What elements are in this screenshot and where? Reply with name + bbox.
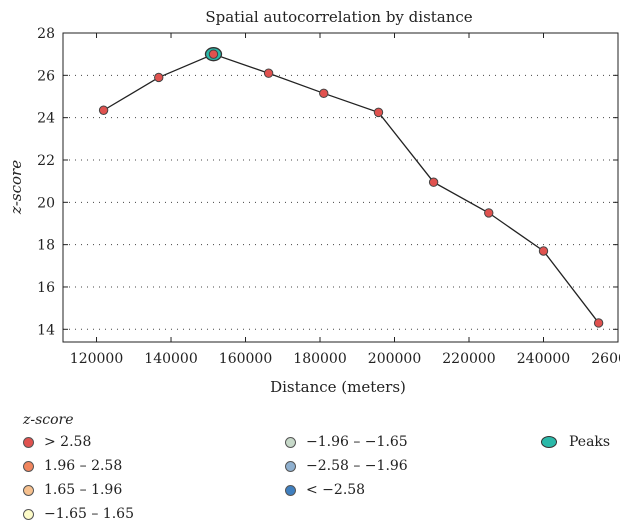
x-tick-label: 140000 bbox=[144, 351, 197, 367]
y-tick-label: 20 bbox=[37, 195, 55, 211]
data-point bbox=[98, 105, 109, 115]
data-point bbox=[428, 177, 439, 187]
x-tick-label: 180000 bbox=[293, 351, 346, 367]
plot-frame bbox=[62, 32, 619, 343]
y-axis: 14 16 18 20 22 24 26 28 bbox=[37, 26, 618, 338]
y-tick-label: 18 bbox=[37, 238, 55, 254]
data-point bbox=[484, 208, 494, 218]
data-point bbox=[319, 88, 329, 99]
y-tick-label: 26 bbox=[37, 68, 55, 84]
data-point bbox=[538, 246, 549, 256]
y-tick-label: 16 bbox=[37, 280, 55, 296]
data-point bbox=[263, 68, 274, 78]
x-tick-label: 120000 bbox=[70, 351, 123, 367]
y-tick-label: 14 bbox=[37, 322, 55, 338]
x-axis-label: Distance (meters) bbox=[270, 378, 406, 396]
gridlines bbox=[63, 74, 618, 330]
x-tick-label: 260000 bbox=[591, 351, 620, 367]
data-points bbox=[98, 47, 604, 328]
data-point bbox=[208, 49, 219, 59]
x-tick-label: 220000 bbox=[442, 351, 495, 367]
data-point bbox=[593, 318, 604, 328]
data-point bbox=[154, 72, 164, 83]
y-tick-label: 22 bbox=[37, 153, 55, 169]
y-tick-label: 24 bbox=[37, 111, 55, 127]
x-tick-label: 240000 bbox=[517, 351, 570, 367]
y-axis-label: z-score bbox=[7, 160, 25, 215]
x-tick-label: 200000 bbox=[368, 351, 421, 367]
x-axis: 120000 140000 160000 180000 200000 220000 2400… bbox=[70, 33, 620, 367]
data-point bbox=[373, 107, 384, 118]
chart-title: Spatial autocorrelation by distance bbox=[205, 8, 472, 26]
x-tick-label: 160000 bbox=[219, 351, 272, 367]
y-tick-label: 28 bbox=[37, 26, 55, 42]
series-line-path bbox=[103, 53, 600, 324]
series-line bbox=[103, 53, 600, 324]
